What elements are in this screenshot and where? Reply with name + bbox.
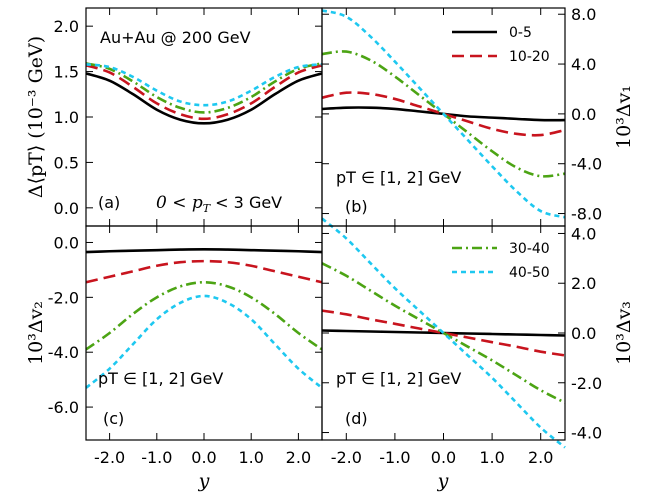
ylabel-panel-b: 10³Δv₁ (613, 85, 635, 149)
series-line-a-0-5 (85, 72, 323, 125)
panel-a-range-label: 0 < pT < 3 GeV (156, 193, 282, 215)
series-line-c-30-40 (85, 280, 323, 351)
y-tick-label-c-0: -6.0 (48, 398, 79, 417)
ylabel-panel-a: Δ⟨pT⟩ (10⁻³ GeV) (25, 36, 47, 198)
panel-a-system-label: Au+Au @ 200 GeV (100, 28, 251, 47)
x-tick-label-d-1: -1.0 (379, 448, 410, 467)
y-tick-label-b-1: -4.0 (571, 155, 602, 174)
panel-a-range-head: 0 < p (156, 193, 203, 213)
xlabel-right: y (437, 470, 449, 492)
y-tick-label-d-1: -2.0 (571, 374, 602, 393)
legend-label-0-5: 0-5 (509, 25, 532, 41)
panel-d-pt-label: pT ∈ [1, 2] GeV (336, 369, 461, 388)
x-tick-label-c-4: 2.0 (286, 448, 311, 467)
y-tick-label-b-0: -8.0 (571, 205, 602, 224)
y-tick-label-d-2: 0.0 (571, 324, 596, 343)
legend-label-10-20: 10-20 (509, 49, 550, 65)
legend-label-40-50: 40-50 (509, 265, 550, 281)
y-tick-label-d-3: 2.0 (571, 274, 596, 293)
series-line-d-10-20 (321, 309, 566, 357)
y-tick-label-a-4: 2.0 (54, 17, 79, 36)
panel-b-pt-label: pT ∈ [1, 2] GeV (336, 168, 461, 187)
legend-top: 0-5 10-20 (452, 25, 550, 65)
panel-d-letter: (d) (345, 409, 368, 428)
y-tick-label-b-2: 0.0 (571, 105, 596, 124)
x-tick-label-c-2: 0.0 (191, 448, 216, 467)
panel-a-letter: (a) (98, 193, 120, 212)
y-tick-label-d-0: -4.0 (571, 424, 602, 443)
legend-label-30-40: 30-40 (509, 241, 550, 257)
panel-c-pt-label: pT ∈ [1, 2] GeV (98, 369, 223, 388)
series-line-c-10-20 (85, 259, 323, 284)
x-tick-label-d-0: -2.0 (331, 448, 362, 467)
series-line-b-10-20 (321, 91, 566, 137)
x-tick-label-d-4: 2.0 (528, 448, 553, 467)
legend-bottom: 30-40 40-50 (452, 241, 550, 281)
series-line-b-40-50 (321, 9, 566, 219)
panel-d: -2.0 -1.0 0.0 1.0 2.0 -4.0 -2.0 0.0 2.0 4.0 (321, 217, 602, 467)
y-tick-label-a-3: 1.5 (54, 63, 79, 82)
y-tick-label-c-1: -4.0 (48, 343, 79, 362)
y-tick-label-a-0: 0.0 (54, 199, 79, 218)
series-line-a-40-50 (85, 63, 323, 107)
panel-b-letter: (b) (345, 197, 368, 216)
panel-a: 0.0 0.5 1.0 1.5 2.0 (54, 8, 323, 226)
panel-d-frame (321, 225, 566, 441)
x-tick-label-c-0: -2.0 (94, 448, 125, 467)
xlabel-left: y (198, 470, 210, 492)
panel-b: -8.0 -4.0 0.0 4.0 8.0 (321, 5, 602, 226)
x-tick-label-c-3: 1.0 (238, 448, 263, 467)
series-line-a-10-20 (85, 63, 323, 121)
panel-c-frame (85, 225, 323, 441)
y-tick-label-b-4: 8.0 (571, 5, 596, 24)
series-line-d-30-40 (321, 262, 566, 404)
x-tick-label-d-3: 1.0 (479, 448, 504, 467)
panel-c-letter: (c) (103, 409, 124, 428)
y-tick-label-b-3: 4.0 (571, 55, 596, 74)
x-tick-label-d-2: 0.0 (431, 448, 456, 467)
y-tick-label-c-2: -2.0 (48, 288, 79, 307)
ylabel-panel-d: 10³Δv₃ (613, 301, 635, 365)
series-line-c-0-5 (85, 248, 323, 254)
series-line-d-40-50 (321, 217, 566, 449)
y-tick-label-d-4: 4.0 (571, 224, 596, 243)
y-tick-label-a-2: 1.0 (54, 108, 79, 127)
series-line-c-40-50 (85, 294, 323, 389)
series-line-a-30-40 (85, 62, 323, 114)
x-tick-label-c-1: -1.0 (141, 448, 172, 467)
y-tick-label-a-1: 0.5 (54, 153, 79, 172)
y-tick-label-c-3: 0.0 (54, 233, 79, 252)
panel-a-range-tail: < 3 GeV (210, 193, 282, 212)
panel-a-range-sub: T (203, 202, 212, 215)
ylabel-panel-c: 10³Δv₂ (25, 301, 47, 365)
panel-c: -2.0 -1.0 0.0 1.0 2.0 -6.0 -4.0 -2.0 0.0 (48, 226, 323, 467)
